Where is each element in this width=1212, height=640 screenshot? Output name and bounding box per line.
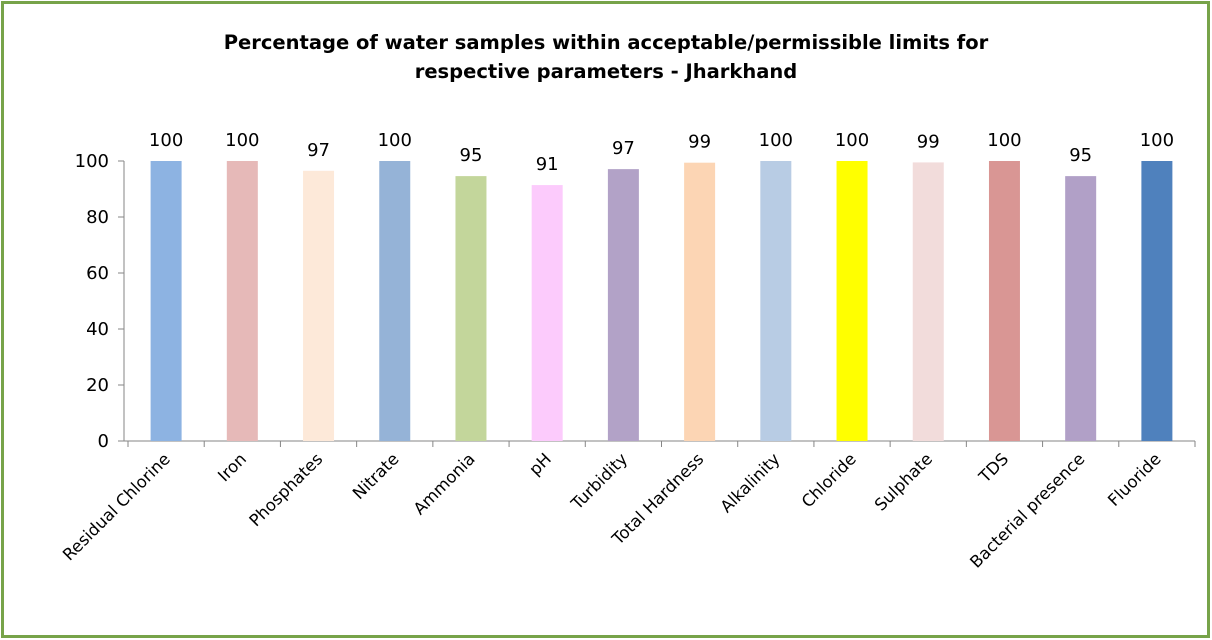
data-label: 100 (835, 130, 869, 151)
category-label: Sulphate (871, 449, 936, 514)
category-label: pH (525, 449, 555, 479)
bar (150, 161, 182, 441)
category-label: Iron (214, 449, 250, 485)
y-tick-label: 0 (98, 431, 109, 452)
bar (226, 161, 258, 441)
category-label: Alkalinity (717, 449, 784, 516)
bar (531, 185, 563, 441)
data-label: 99 (917, 131, 940, 152)
bar (607, 169, 639, 441)
bar (836, 161, 868, 441)
chart-title: Percentage of water samples within accep… (0, 28, 1212, 86)
category-label: Turbidity (567, 449, 632, 514)
data-labels: 100 100 97 100 95 91 97 99 100 100 99 100 95 100 (149, 130, 1174, 175)
chart-title-line-2: respective parameters - Jharkhand (414, 60, 798, 83)
bar (912, 162, 944, 441)
data-label: 95 (1069, 145, 1092, 166)
data-label: 100 (759, 130, 793, 151)
data-label: 97 (307, 140, 330, 161)
bars (150, 161, 1173, 442)
bar (1065, 176, 1097, 441)
data-label: 91 (536, 154, 559, 175)
category-label: Chloride (798, 449, 860, 511)
bar (1141, 161, 1173, 441)
bar (303, 170, 335, 442)
chart-title-line-1: Percentage of water samples within accep… (223, 31, 989, 54)
data-label: 100 (1140, 130, 1174, 151)
y-tick-label: 40 (86, 319, 109, 340)
y-tick-label: 20 (86, 375, 109, 396)
data-label: 97 (612, 138, 635, 159)
data-label: 100 (225, 130, 259, 151)
category-label: Ammonia (410, 449, 479, 518)
category-label: Fluoride (1104, 449, 1165, 510)
y-tick-label: 60 (86, 263, 109, 284)
data-label: 99 (688, 132, 711, 153)
category-label: Phosphates (245, 449, 326, 530)
data-label: 95 (460, 145, 483, 166)
bar (988, 161, 1020, 441)
y-tick-label: 80 (86, 207, 109, 228)
bar (379, 161, 411, 441)
bar (455, 176, 487, 441)
data-label: 100 (378, 130, 412, 151)
y-tick-label: 100 (75, 151, 109, 172)
category-label: Nitrate (349, 449, 403, 503)
data-label: 100 (149, 130, 183, 151)
category-label: Residual Chlorine (59, 449, 174, 564)
bar (760, 161, 792, 441)
data-label: 100 (987, 130, 1021, 151)
axes: 0 20 40 60 80 100 (75, 151, 1196, 452)
category-label: TDS (975, 449, 1013, 487)
bar (684, 162, 716, 441)
